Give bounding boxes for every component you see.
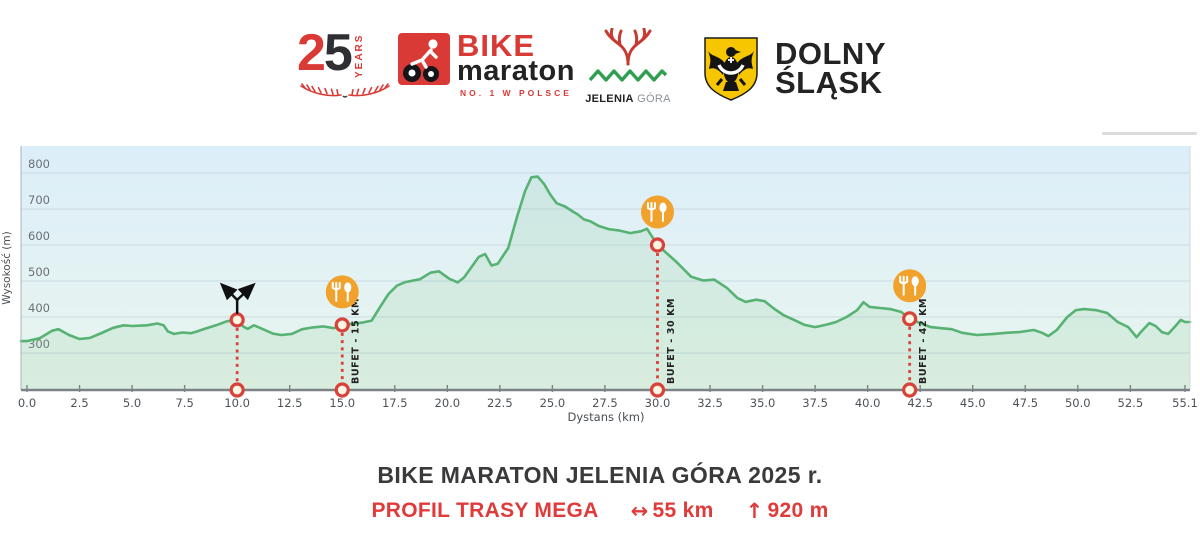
x-tick-label: 55.1 (1172, 396, 1198, 410)
climb-stat: ↑ 920 m (746, 499, 829, 523)
cyclist-icon (398, 33, 450, 85)
junction-marker-10km (219, 282, 256, 398)
marker-point-circle (902, 311, 918, 327)
buffet-marker-30km: BUFET - 30 KM (640, 195, 677, 398)
marker-base-circle (334, 382, 350, 398)
x-tick-label: 37.5 (802, 396, 828, 410)
logo-dolny-slask: DOLNY ŚLĄSK (702, 33, 912, 105)
marker-point-circle (649, 237, 666, 253)
marker-base-circle (902, 382, 918, 398)
bike-logo-tagline: NO. 1 W POLSCE (460, 88, 572, 99)
marker-point-circle (334, 317, 350, 333)
distance-value: 55 km (652, 499, 714, 522)
logo-25-digit-2: 2 (297, 24, 326, 82)
x-tick-label: 50.0 (1065, 396, 1091, 410)
elevation-profile-chart: 3004005006007008000.02.55.07.510.012.515… (0, 133, 1200, 433)
header-logos: 2 5 YEARS (0, 0, 1200, 130)
fork-spoon-icon (899, 275, 919, 296)
route-split-icon (219, 282, 256, 315)
x-tick-label: 35.0 (750, 396, 776, 410)
logo-25-years-text: YEARS (353, 33, 365, 79)
x-tick-label: 22.5 (487, 396, 513, 410)
bike-logo-subtitle: maraton (457, 55, 575, 88)
x-tick-label: 0.0 (18, 396, 36, 410)
bike-logo-title: BIKE (457, 28, 536, 63)
up-arrow-icon: ↑ (745, 499, 764, 523)
x-tick-label: 2.5 (70, 396, 88, 410)
fork-spoon-icon (331, 281, 352, 302)
plot-background (21, 146, 1190, 390)
logo-25-years: 2 5 YEARS (297, 24, 397, 106)
x-tick-label: 27.5 (592, 396, 618, 410)
marker-base-circle (649, 382, 666, 398)
x-tick-label: 42.5 (907, 396, 933, 410)
panel-edge-line (1102, 132, 1197, 135)
x-tick-label: 40.0 (855, 396, 881, 410)
antlers-mountains-icon (588, 27, 668, 82)
laurel-wreath-icon (300, 83, 390, 98)
y-axis-title: Wysokość (m) (1, 231, 13, 304)
distance-stat: ↔ 55 km (631, 499, 714, 523)
footer: BIKE MARATON JELENIA GÓRA 2025 r. PROFIL… (0, 462, 1200, 523)
route-stats: PROFIL TRASY MEGA ↔ 55 km ↑ 920 m (0, 499, 1200, 523)
marker-point-circle (229, 312, 245, 328)
x-tick-label: 17.5 (382, 396, 408, 410)
x-tick-label: 12.5 (277, 396, 303, 410)
logo-25-digit-5: 5 (323, 24, 353, 82)
jelenia-gora-label: JELENIA GÓRA (585, 93, 671, 105)
route-profile-label: PROFIL TRASY MEGA (371, 499, 599, 522)
x-tick-label: 47.5 (1012, 396, 1038, 410)
buffet-icon (325, 275, 359, 309)
x-tick-label: 25.0 (540, 396, 566, 410)
logo-bike-maraton: BIKE maraton NO. 1 W POLSCE (398, 30, 574, 107)
x-tick-label: 15.0 (329, 396, 355, 410)
x-axis-title: Dystans (km) (568, 410, 645, 424)
logo-jelenia-gora: JELENIA GÓRA (584, 27, 672, 108)
y-tick-label: 500 (28, 265, 50, 279)
buffet-icon (893, 269, 927, 303)
buffet-marker-15km: BUFET - 15 KM (325, 275, 362, 398)
marker-label: BUFET - 30 KM (666, 298, 677, 384)
eagle-shield-icon (704, 37, 758, 101)
buffet-icon (640, 195, 674, 229)
x-tick-label: 10.0 (224, 396, 250, 410)
x-tick-label: 7.5 (175, 396, 193, 410)
horizontal-arrow-icon: ↔ (630, 499, 649, 523)
x-tick-label: 45.0 (960, 396, 986, 410)
x-tick-label: 5.0 (123, 396, 141, 410)
y-tick-label: 400 (28, 301, 50, 315)
fork-spoon-icon (646, 202, 667, 222)
climb-value: 920 m (767, 499, 829, 522)
event-title: BIKE MARATON JELENIA GÓRA 2025 r. (377, 462, 823, 488)
y-tick-label: 700 (28, 193, 50, 207)
buffet-marker-42km: BUFET - 42 KM (893, 269, 929, 398)
marker-base-circle (229, 382, 245, 398)
y-tick-label: 600 (28, 229, 50, 243)
x-tick-label: 30.0 (645, 396, 671, 410)
x-tick-label: 20.0 (435, 396, 461, 410)
elevation-line (19, 175, 1192, 343)
marker-label: BUFET - 15 KM (351, 298, 362, 384)
y-tick-label: 800 (28, 157, 50, 171)
chart-svg: 3004005006007008000.02.55.07.510.012.515… (1, 146, 1198, 424)
elevation-area (21, 176, 1190, 390)
marker-label: BUFET - 42 KM (918, 298, 929, 384)
x-tick-label: 52.5 (1118, 396, 1144, 410)
dolny-slask-label: DOLNY ŚLĄSK (775, 36, 886, 100)
x-tick-label: 32.5 (697, 396, 723, 410)
